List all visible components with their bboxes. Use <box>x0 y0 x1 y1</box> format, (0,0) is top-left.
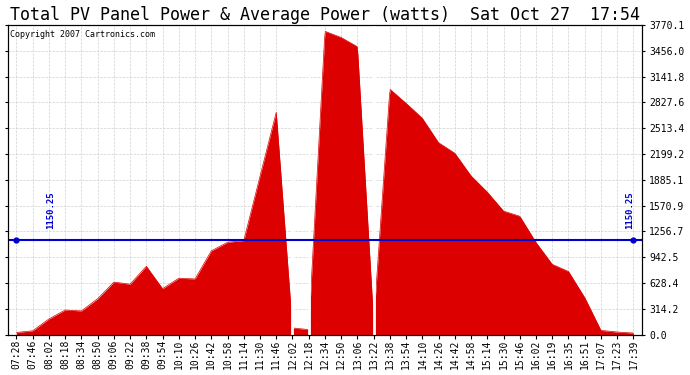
Text: 1150.25: 1150.25 <box>46 191 55 229</box>
Text: 1150.25: 1150.25 <box>625 191 635 229</box>
Title: Total PV Panel Power & Average Power (watts)  Sat Oct 27  17:54: Total PV Panel Power & Average Power (wa… <box>10 6 640 24</box>
Text: Copyright 2007 Cartronics.com: Copyright 2007 Cartronics.com <box>10 30 155 39</box>
